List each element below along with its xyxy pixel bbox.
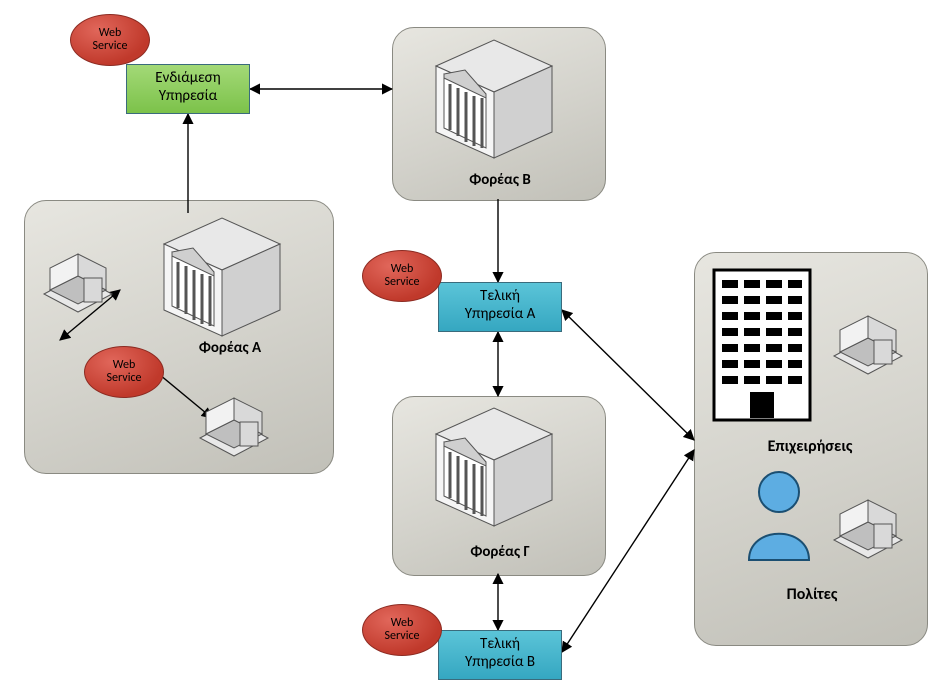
ext-businesses-label: Επιχειρήσεις bbox=[730, 438, 890, 456]
computer-icon bbox=[834, 316, 902, 374]
panel-a-label: Φορέας Α bbox=[170, 340, 290, 357]
computer-icon bbox=[834, 500, 902, 558]
web-service-badge: WebService bbox=[84, 346, 164, 398]
computer-icon bbox=[44, 254, 112, 312]
web-service-badge: WebService bbox=[70, 14, 150, 66]
gov-building-icon bbox=[436, 408, 552, 526]
gov-building-icon bbox=[164, 218, 280, 336]
user-icon bbox=[749, 472, 809, 560]
office-building-icon bbox=[714, 270, 810, 420]
service-final-b: ΤελικήΥπηρεσία Β bbox=[438, 630, 562, 680]
service-intermediate: ΕνδιάμεσηΥπηρεσία bbox=[126, 64, 250, 114]
gov-building-icon bbox=[436, 40, 552, 158]
web-service-badge-label: WebService bbox=[385, 263, 420, 289]
service-final-a-label: ΤελικήΥπηρεσία Α bbox=[465, 287, 536, 323]
panel-c-label: Φορέας Γ bbox=[440, 544, 560, 561]
panel-b-label: Φορέας Β bbox=[440, 172, 560, 189]
computer-icon bbox=[200, 398, 268, 456]
diagram-canvas: ΕνδιάμεσηΥπηρεσία ΤελικήΥπηρεσία Α Τελικ… bbox=[0, 0, 943, 693]
web-service-badge-label: WebService bbox=[385, 617, 420, 643]
service-final-b-label: ΤελικήΥπηρεσία Β bbox=[465, 635, 535, 671]
ext-citizens-label: Πολίτες bbox=[752, 586, 872, 604]
web-service-badge: WebService bbox=[362, 250, 442, 302]
web-service-badge-label: WebService bbox=[107, 359, 142, 385]
service-intermediate-label: ΕνδιάμεσηΥπηρεσία bbox=[155, 69, 220, 105]
web-service-badge-label: WebService bbox=[93, 27, 128, 53]
web-service-badge: WebService bbox=[362, 604, 442, 656]
service-final-a: ΤελικήΥπηρεσία Α bbox=[438, 282, 562, 332]
